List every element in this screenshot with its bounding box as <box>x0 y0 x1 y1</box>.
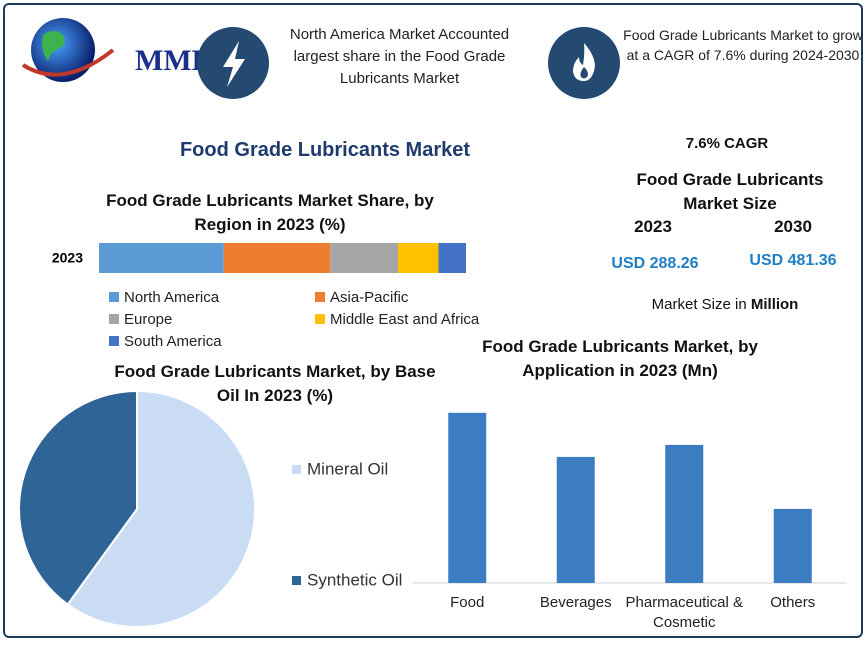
year: 2030 <box>774 217 812 236</box>
size-value: USD 481.36 <box>749 252 837 269</box>
chart-title: Food Grade Lubricants Market, by Applica… <box>482 337 758 380</box>
bar-segment <box>330 243 399 273</box>
bar-segment <box>398 243 439 273</box>
legend-label: Middle East and Africa <box>330 311 480 328</box>
bar-segment <box>223 243 331 273</box>
main-title: Food Grade Lubricants Market <box>179 139 471 161</box>
year: 2023 <box>634 217 672 236</box>
pie-slice <box>18 389 138 606</box>
note-text: Market Size in <box>651 296 747 313</box>
legend-swatch <box>109 314 119 324</box>
legend-label: Synthetic Oil <box>307 570 402 589</box>
bar <box>665 444 704 583</box>
bar-segment <box>438 243 466 273</box>
x-tick-label-box: Others <box>770 594 816 611</box>
callout: Food Grade Lubricants Market to grow at … <box>623 27 863 63</box>
legend-label: South America <box>124 333 222 350</box>
legend-swatch <box>292 576 301 585</box>
x-tick-label: Beverages <box>539 594 612 611</box>
bar <box>448 412 487 583</box>
legend-swatch <box>315 314 325 324</box>
y-tick-label: 2023 <box>52 250 83 266</box>
page: MMR 2023 North America Asia-Pacific Europe M… <box>3 3 863 638</box>
legend-label: Mineral Oil <box>307 459 388 478</box>
bar <box>556 456 595 583</box>
bolt-icon <box>197 27 269 99</box>
legend-label: North America <box>124 289 220 306</box>
chart-title: Food Grade Lubricants Market Share, by R… <box>106 191 434 234</box>
legend-label: Asia-Pacific <box>330 289 409 306</box>
cagr: 7.6% CAGR <box>685 135 769 152</box>
chart-title: Food Grade Lubricants Market, by Base Oi… <box>114 362 436 405</box>
size-note: Market Size in Million <box>625 296 825 313</box>
x-tick-label-box: Pharmaceutical & Cosmetic <box>625 594 744 631</box>
flame-icon <box>548 27 620 99</box>
x-tick-label: Food <box>450 594 485 611</box>
x-tick-label-box: Beverages <box>539 594 612 611</box>
x-tick-label: Others <box>770 594 816 611</box>
note-unit: Million <box>750 296 799 313</box>
callout: North America Market Accounted largest s… <box>289 26 510 87</box>
pie-slice <box>66 389 256 628</box>
bar <box>773 508 812 583</box>
size-value: USD 288.26 <box>611 255 699 272</box>
legend-swatch <box>109 336 119 346</box>
bar-segment <box>99 243 224 273</box>
legend-label: Europe <box>124 311 172 328</box>
logo <box>21 18 115 82</box>
legend-swatch <box>315 292 325 302</box>
legend-swatch <box>292 465 301 474</box>
x-tick-label-box: Food <box>450 594 485 611</box>
x-tick-label: Pharmaceutical & Cosmetic <box>625 594 744 631</box>
legend-swatch <box>109 292 119 302</box>
size-title: Food Grade Lubricants Market Size <box>636 170 824 213</box>
